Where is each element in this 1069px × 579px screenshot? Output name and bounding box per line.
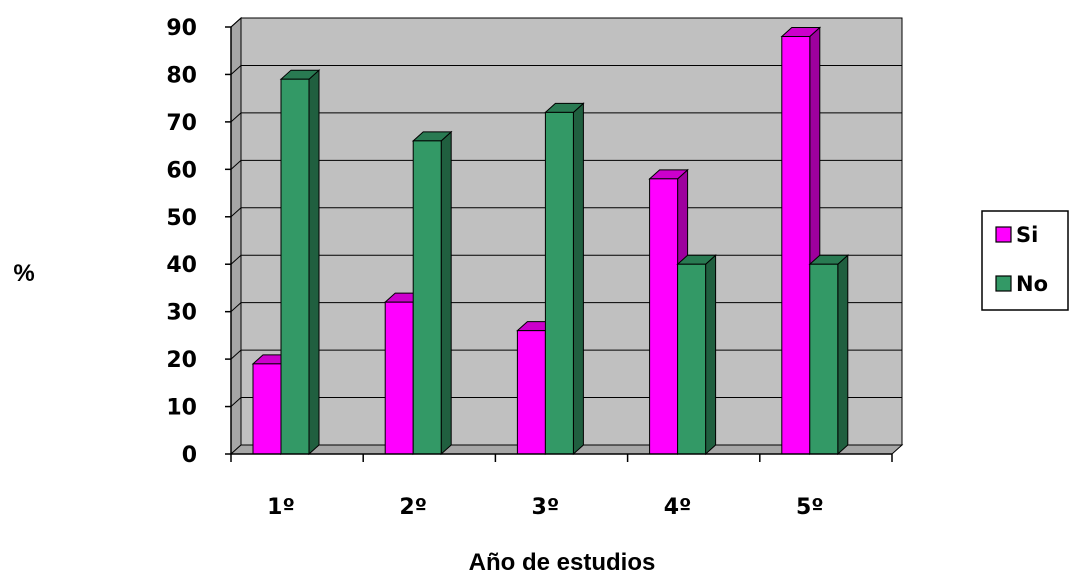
y-tick-label: 70 — [166, 111, 197, 136]
x-tick-label: 2º — [399, 495, 427, 520]
gridline-side — [230, 302, 242, 313]
x-tick-label: 1º — [267, 495, 295, 520]
bar-front-face — [412, 140, 442, 455]
bar-no-4 — [676, 254, 717, 456]
gridline-side — [230, 17, 242, 28]
bars — [251, 26, 850, 456]
bar-side-face — [705, 254, 717, 456]
legend-box — [981, 210, 1069, 311]
bar-front-face — [677, 263, 707, 455]
y-tick-label: 80 — [166, 63, 197, 88]
legend: Si No — [981, 210, 1069, 311]
gridline-side — [230, 112, 242, 123]
bar-front-face — [384, 301, 414, 455]
legend-swatch-si — [995, 226, 1012, 243]
y-tick-label: 40 — [166, 253, 197, 278]
gridline-side — [230, 159, 242, 170]
y-axis-ticks — [225, 26, 231, 455]
plot-area — [225, 16, 904, 462]
bar-front-face — [544, 111, 574, 455]
y-tick-label: 10 — [166, 396, 197, 421]
x-tick-label: 4º — [664, 495, 692, 520]
bar-no-1 — [279, 69, 321, 456]
y-tick-label: 90 — [166, 16, 197, 41]
x-axis-title: Año de estudios — [469, 549, 656, 576]
bar-no-5 — [808, 254, 850, 456]
bar-side-face — [837, 254, 849, 456]
bar-side-face — [440, 130, 452, 456]
legend-label-si: Si — [1016, 223, 1038, 247]
bar-no-2 — [411, 130, 453, 456]
gridline-side — [230, 397, 242, 407]
bar-front-face — [280, 78, 310, 455]
x-axis-ticks — [230, 454, 893, 462]
bar-front-face — [781, 35, 811, 455]
bar-front-face — [516, 330, 546, 455]
legend-label-no: No — [1016, 272, 1048, 296]
y-axis-tick-labels: 0 10 20 30 40 50 60 70 80 90 — [166, 16, 197, 468]
bar-no-3 — [544, 102, 585, 456]
bar-front-face — [809, 263, 839, 455]
x-tick-label: 3º — [532, 495, 560, 520]
y-axis-title: % — [13, 260, 34, 287]
y-tick-label: 30 — [166, 301, 197, 326]
legend-swatch-no — [995, 275, 1012, 292]
bar-side-face — [572, 102, 584, 456]
gridline-side — [230, 65, 242, 75]
bar-front-face — [252, 363, 282, 455]
plot-side-wall — [230, 16, 242, 456]
bar-side-face — [308, 69, 320, 456]
gridline-side — [230, 349, 242, 360]
y-tick-label: 0 — [182, 443, 197, 468]
y-tick-label: 20 — [166, 348, 197, 373]
gridline-side — [230, 207, 242, 218]
y-tick-label: 50 — [166, 206, 197, 231]
x-tick-label: 5º — [796, 495, 824, 520]
x-axis-tick-labels: 1º 2º 3º 4º 5º — [267, 495, 824, 520]
y-tick-label: 60 — [166, 158, 197, 183]
gridline-side — [230, 254, 242, 265]
bar-front-face — [649, 178, 679, 455]
